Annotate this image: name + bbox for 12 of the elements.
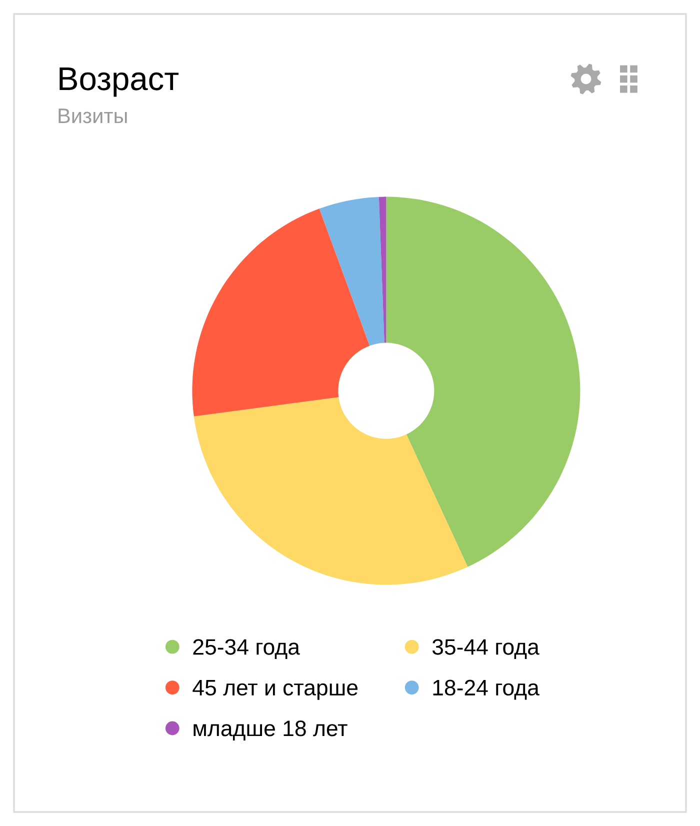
- donut-slice: [319, 196, 384, 346]
- donut-slice: [386, 196, 580, 567]
- legend-label: 18-24 года: [433, 680, 540, 700]
- donut-slice: [378, 196, 386, 343]
- legend-label: 35-44 года: [432, 639, 540, 660]
- donut-slice: [192, 208, 370, 416]
- donut-slice: [194, 397, 468, 585]
- legend-label: младше 18 лет: [194, 720, 348, 740]
- legend-label: 45 лет и старше: [192, 680, 358, 700]
- legend-label: 25-34 года: [193, 639, 300, 660]
- chart-subtitle: Визиты: [58, 108, 127, 124]
- chart-title: Возраст: [60, 68, 179, 97]
